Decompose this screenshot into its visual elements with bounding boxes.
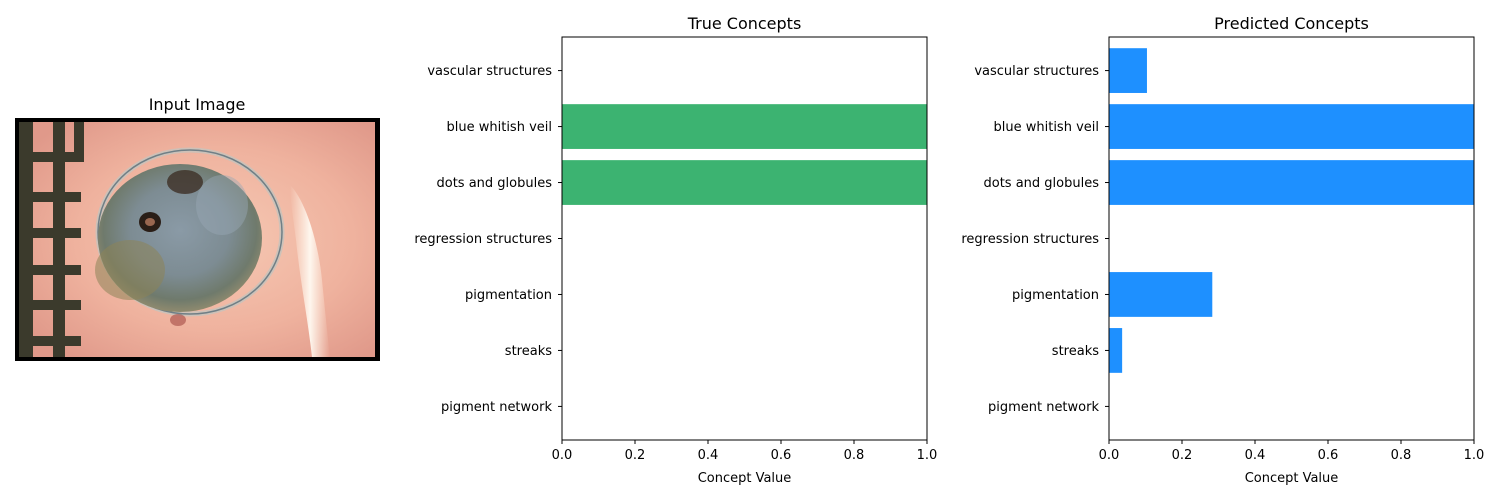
y-tick-label: dots and globules [437, 176, 553, 191]
x-tick-label: 0.6 [1318, 448, 1339, 463]
x-tick-label: 0.4 [698, 448, 719, 463]
y-axis-ticks: vascular structures blue whitish veil dots… [961, 64, 1109, 415]
x-tick-label: 0.6 [771, 448, 792, 463]
plot-frame [561, 36, 928, 441]
y-tick-label: blue whitish veil [447, 120, 553, 135]
bar [1109, 104, 1474, 149]
x-tick-label: 0.8 [1391, 448, 1412, 463]
x-axis-ticks: 0.0 0.2 0.4 0.6 0.8 1.0 [1099, 440, 1485, 463]
x-tick-label: 1.0 [917, 448, 938, 463]
x-tick-label: 0.4 [1245, 448, 1266, 463]
y-tick-label: dots and globules [984, 176, 1100, 191]
y-tick-label: pigment network [988, 400, 1100, 415]
x-axis-label: Concept Value [1245, 471, 1339, 486]
x-axis-ticks: 0.0 0.2 0.4 0.6 0.8 1.0 [552, 440, 938, 463]
input-image-title: Input Image [149, 95, 246, 114]
bar [562, 160, 927, 205]
x-tick-label: 0.0 [552, 448, 573, 463]
y-tick-label: streaks [1052, 344, 1099, 359]
y-tick-label: vascular structures [974, 64, 1099, 79]
y-tick-label: pigment network [441, 400, 553, 415]
chart-title: Predicted Concepts [1214, 14, 1369, 33]
bar [1109, 328, 1123, 373]
bars [1109, 48, 1474, 373]
dermoscopy-image [15, 118, 380, 361]
x-tick-label: 0.0 [1099, 448, 1120, 463]
x-axis-label: Concept Value [698, 471, 792, 486]
plot-frame [1108, 36, 1475, 441]
y-tick-label: regression structures [961, 232, 1099, 247]
x-tick-label: 1.0 [1464, 448, 1485, 463]
true-concepts-chart: True Concepts vascular structures blue wh… [414, 14, 937, 486]
y-tick-label: blue whitish veil [994, 120, 1100, 135]
y-axis-ticks: vascular structures blue whitish veil dots… [414, 64, 562, 415]
y-tick-label: streaks [505, 344, 552, 359]
input-image-panel: Input Image [15, 95, 380, 361]
predicted-concepts-chart: Predicted Concepts vascular structures bl… [961, 14, 1484, 486]
x-tick-label: 0.2 [625, 448, 646, 463]
bar [1109, 48, 1147, 93]
x-tick-label: 0.8 [844, 448, 865, 463]
x-tick-label: 0.2 [1172, 448, 1193, 463]
y-tick-label: regression structures [414, 232, 552, 247]
bar [1109, 272, 1213, 317]
bars [562, 104, 927, 205]
bar [562, 104, 927, 149]
y-tick-label: pigmentation [465, 288, 552, 303]
y-tick-label: pigmentation [1012, 288, 1099, 303]
ruler-grid [19, 122, 84, 357]
bar [1109, 160, 1474, 205]
y-tick-label: vascular structures [427, 64, 552, 79]
chart-title: True Concepts [687, 14, 802, 33]
